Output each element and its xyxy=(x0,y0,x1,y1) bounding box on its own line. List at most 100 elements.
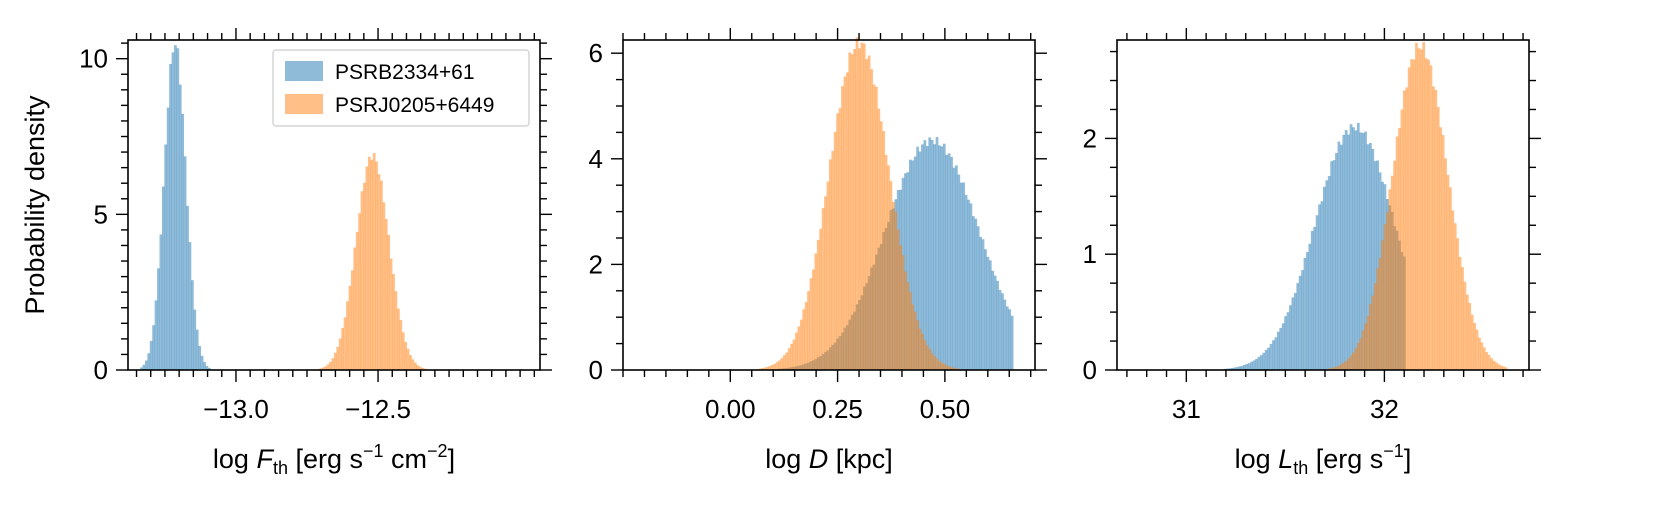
histogram-bar xyxy=(1424,58,1428,371)
histogram-bar xyxy=(882,131,886,370)
histogram-bar xyxy=(1412,59,1416,371)
histogram-bar xyxy=(763,367,767,370)
legend-label: PSRB2334+61 xyxy=(335,61,475,84)
histogram-bar xyxy=(1482,347,1486,370)
histogram-bar xyxy=(394,291,398,370)
x-tick-label: 0.25 xyxy=(812,394,863,424)
histogram-bar xyxy=(1415,42,1418,371)
histogram-bar xyxy=(964,194,968,370)
histogram-bar xyxy=(1005,306,1009,370)
histogram-bar xyxy=(1356,342,1360,370)
histogram-bar xyxy=(1407,67,1411,370)
histogram-bar xyxy=(1369,304,1372,370)
panel-3: 31 32 0 1 2 log Lth [erg s−1] xyxy=(1083,28,1541,478)
histogram-bar xyxy=(950,367,953,370)
histogram-bar xyxy=(870,69,873,370)
histogram-bar xyxy=(1342,134,1346,370)
histogram-bar xyxy=(998,289,1002,370)
histogram-bar xyxy=(1495,362,1498,370)
histogram-bar xyxy=(833,131,837,370)
x-axis-label: log D [kpc] xyxy=(765,444,893,474)
histogram-bar xyxy=(899,245,902,370)
histogram-bar xyxy=(1298,275,1302,370)
histogram-bar xyxy=(790,343,793,370)
histogram-bar xyxy=(1378,258,1382,370)
histogram-bar xyxy=(940,362,944,370)
histogram-bar xyxy=(1001,293,1004,370)
histogram-bar xyxy=(814,253,818,370)
axes-frame xyxy=(622,39,1036,371)
y-tick-label: 0 xyxy=(1083,355,1097,385)
histogram-bar xyxy=(884,154,888,370)
histogram-bar xyxy=(780,358,784,370)
histogram-bar xyxy=(1456,238,1460,370)
histogram-bar xyxy=(144,360,148,370)
histogram-bar xyxy=(1247,363,1251,370)
legend: PSRB2334+61 PSRJ0205+6449 xyxy=(272,49,530,127)
legend-swatch xyxy=(285,94,323,114)
histogram-bar xyxy=(993,275,997,370)
histogram-bar xyxy=(1492,360,1496,370)
histogram-bar xyxy=(826,181,830,370)
histogram-bar xyxy=(406,348,410,370)
histogram-bar xyxy=(971,216,975,370)
histogram-bar xyxy=(1276,331,1280,370)
histogram-bar xyxy=(370,159,374,370)
histogram-bar xyxy=(867,55,871,371)
histogram-bar xyxy=(1371,148,1375,370)
histogram-bar xyxy=(384,219,388,370)
histogram-bar xyxy=(1390,175,1394,370)
histogram-bar xyxy=(802,309,806,370)
histogram-bar xyxy=(792,339,796,370)
histogram-bar xyxy=(198,345,201,370)
histogram-bar xyxy=(1354,130,1358,370)
histogram-bar xyxy=(981,239,985,370)
histogram-bar xyxy=(1376,268,1380,370)
histogram-bar xyxy=(1303,257,1307,370)
x-axis-label: log Fth [erg s−1 cm−2] xyxy=(213,441,455,478)
histogram-bar xyxy=(140,367,143,370)
histogram-bar xyxy=(938,145,941,370)
histogram-bar xyxy=(940,146,944,370)
histogram-bar xyxy=(331,358,335,370)
histogram-bar xyxy=(1315,215,1319,370)
histogram-bar xyxy=(1359,338,1363,370)
histogram-bar xyxy=(855,37,859,370)
histogram-bar xyxy=(360,191,364,370)
histogram-bar xyxy=(928,348,932,370)
histogram-bar xyxy=(154,300,158,370)
histogram-bar xyxy=(1339,144,1343,370)
histogram-bar xyxy=(770,365,774,370)
histogram-bar xyxy=(324,366,328,370)
histogram-bar xyxy=(797,326,801,370)
histogram-bar xyxy=(911,304,915,370)
y-tick-label: 10 xyxy=(79,44,108,74)
histogram-bar xyxy=(829,159,832,370)
histogram-bar xyxy=(887,165,890,370)
histogram-bar xyxy=(1233,367,1237,370)
x-tick-label: 0.00 xyxy=(705,394,756,424)
histogram-bar xyxy=(930,140,934,370)
histogram-bar xyxy=(321,367,325,370)
y-tick-label: 6 xyxy=(589,38,603,68)
histogram-bar xyxy=(865,59,869,371)
histogram-bar xyxy=(1422,42,1426,371)
histogram-bar xyxy=(787,348,791,370)
histogram-bar xyxy=(821,208,825,370)
histogram-bar xyxy=(421,367,424,370)
histogram-bar xyxy=(889,181,893,370)
histogram-bar xyxy=(348,285,352,370)
histogram-bar xyxy=(382,202,386,370)
histogram-bar xyxy=(355,231,359,370)
histogram-bar xyxy=(1330,368,1333,370)
histogram-bar xyxy=(979,236,982,370)
histogram-bar xyxy=(186,205,189,370)
histogram-bar xyxy=(845,72,849,370)
histogram-bar xyxy=(906,172,910,370)
histogram-bar xyxy=(1301,270,1304,370)
histogram-bar xyxy=(860,42,864,371)
histogram-bar xyxy=(200,355,204,370)
histogram-bar xyxy=(346,301,349,370)
histogram-bar xyxy=(916,146,919,370)
histogram-bar xyxy=(1318,204,1321,370)
